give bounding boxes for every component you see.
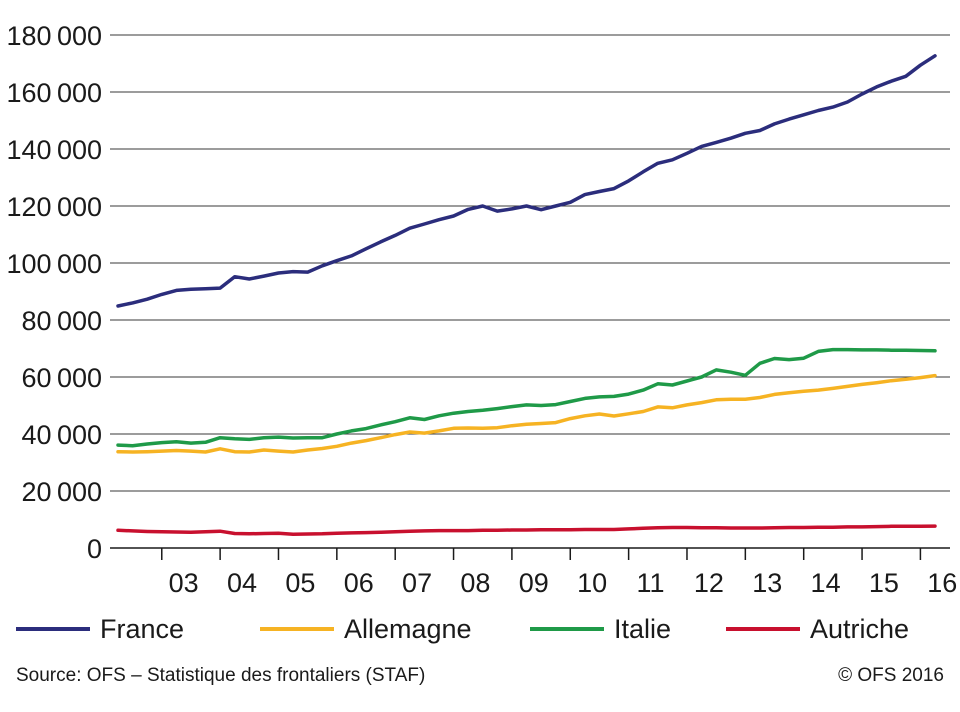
x-tick-label: 16 [927, 568, 957, 598]
x-tick-label: 06 [344, 568, 374, 598]
legend-swatch-france [16, 627, 90, 631]
y-tick-label: 180 000 [6, 21, 102, 51]
legend-label-italie: Italie [614, 613, 672, 644]
x-tick-label: 14 [811, 568, 841, 598]
x-tick-label: 11 [636, 568, 664, 598]
y-tick-label: 0 [87, 534, 102, 564]
series-line-france [116, 54, 937, 308]
y-tick-label: 60 000 [22, 363, 103, 393]
x-tick-label: 12 [694, 568, 724, 598]
legend-label-france: France [100, 613, 185, 644]
y-axis-ticks: 180 000 160 000 140 000 120 000 100 000 80 00… [6, 21, 102, 564]
series-line-allemagne [116, 373, 937, 454]
x-tick-label: 07 [402, 568, 432, 598]
series-line-autriche [116, 524, 937, 537]
line-chart: 180 000 160 000 140 000 120 000 100 000 80 00… [6, 21, 957, 598]
legend-swatch-allemagne [260, 627, 334, 631]
x-tick-label: 08 [460, 568, 490, 598]
x-tick-label: 05 [285, 568, 315, 598]
copyright-note: © OFS 2016 [838, 665, 944, 686]
legend-label-autriche: Autriche [810, 613, 910, 644]
y-tick-label: 160 000 [6, 78, 102, 108]
gridlines [110, 34, 950, 492]
y-tick-label: 20 000 [22, 477, 103, 507]
legend-swatch-autriche [726, 627, 800, 631]
x-tick-label: 03 [169, 568, 199, 598]
x-tick-label: 09 [519, 568, 549, 598]
x-tick-label: 15 [869, 568, 899, 598]
series-line-italie [116, 347, 937, 448]
x-tick-label: 04 [227, 568, 257, 598]
legend-item-france: France [16, 604, 184, 654]
legend-item-italie: Italie [530, 604, 671, 654]
legend-label-allemagne: Allemagne [344, 613, 472, 644]
source-note: Source: OFS – Statistique des frontalier… [16, 665, 426, 686]
x-tick-label: 13 [752, 568, 782, 598]
y-tick-label: 120 000 [6, 192, 102, 222]
y-tick-label: 80 000 [22, 306, 103, 336]
legend: France Allemagne Italie Autriche [0, 604, 960, 654]
y-tick-label: 40 000 [22, 420, 103, 450]
y-tick-label: 100 000 [6, 249, 102, 279]
legend-item-autriche: Autriche [726, 604, 909, 654]
legend-swatch-italie [530, 627, 604, 631]
y-tick-label: 140 000 [6, 135, 102, 165]
legend-item-allemagne: Allemagne [260, 604, 472, 654]
x-axis: 03 04 05 06 07 08 09 10 11 12 13 14 15 16 [110, 547, 957, 598]
x-tick-label: 10 [577, 568, 607, 598]
series-lines [116, 54, 937, 537]
